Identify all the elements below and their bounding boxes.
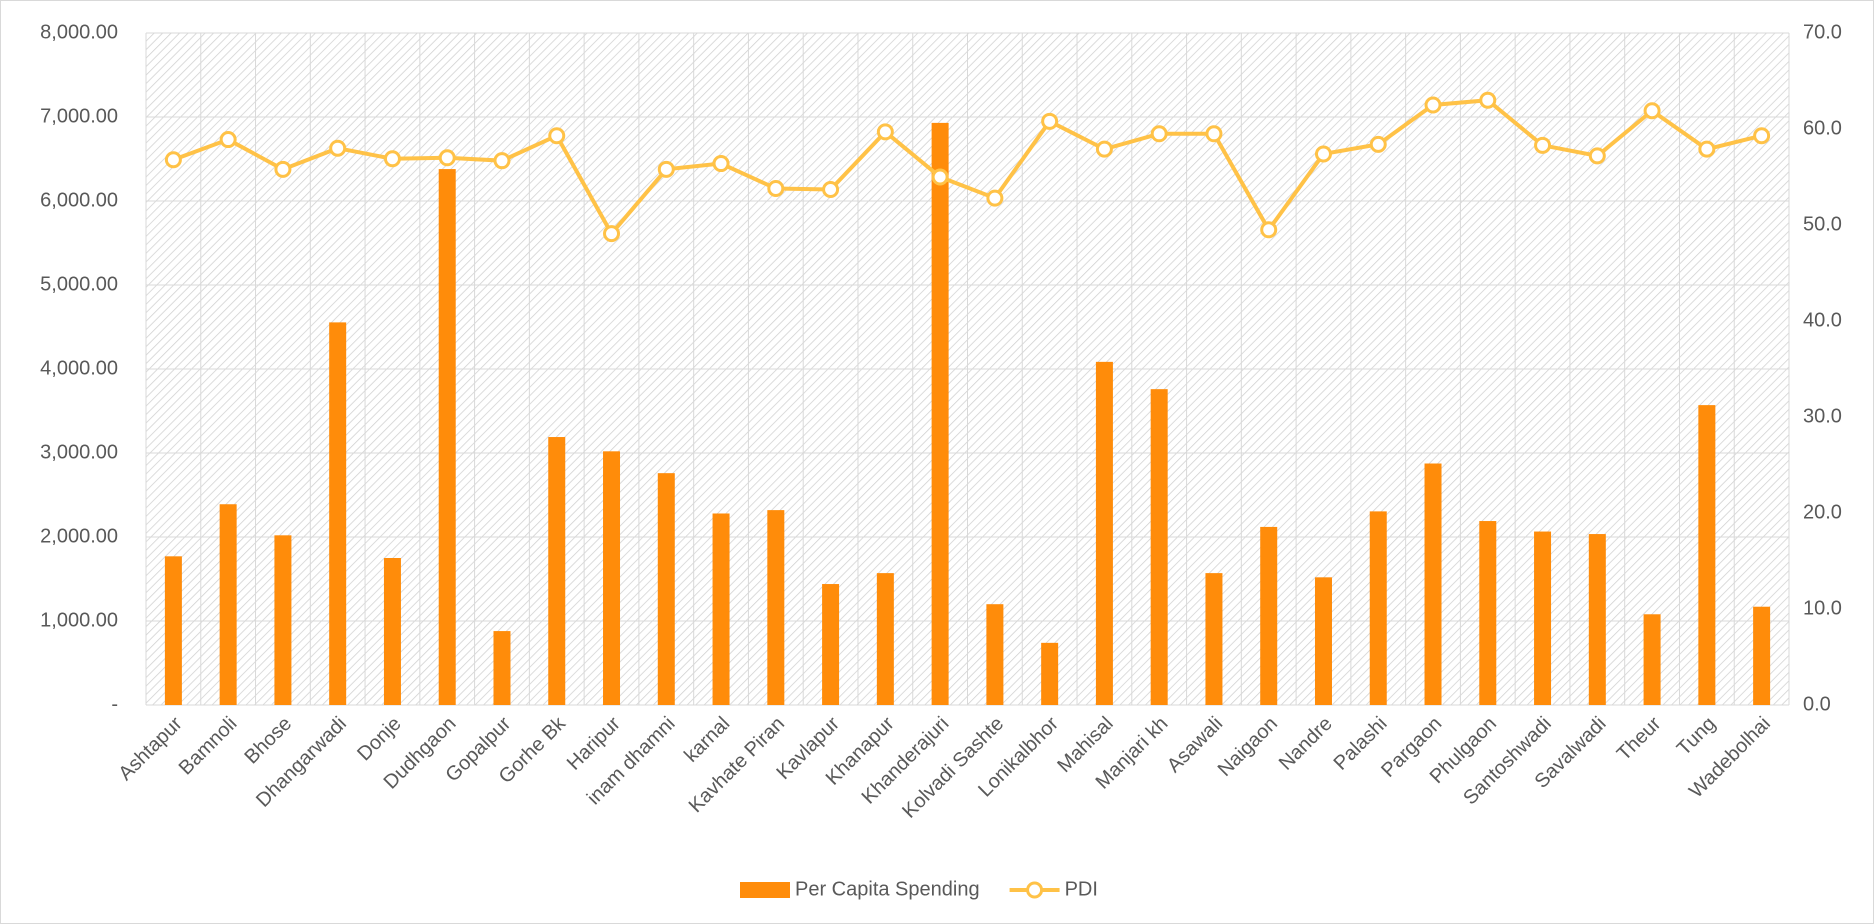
legend-marker xyxy=(1026,881,1044,899)
y-tick-label: 3,000.00 xyxy=(40,441,118,463)
bar xyxy=(1150,389,1168,705)
y-tick-label: - xyxy=(111,693,118,715)
bar xyxy=(1753,606,1771,705)
bar xyxy=(767,510,785,705)
line-marker xyxy=(657,160,675,178)
y2-tick-label: 30.0 xyxy=(1803,405,1842,427)
bar xyxy=(329,322,347,705)
line-marker xyxy=(329,139,347,157)
y2-tick-label: 10.0 xyxy=(1803,597,1842,619)
y2-tick-label: 40.0 xyxy=(1803,309,1842,331)
bar xyxy=(1588,534,1606,705)
bar xyxy=(219,504,237,705)
line-marker xyxy=(438,149,456,167)
line-marker xyxy=(712,155,730,173)
bar xyxy=(931,122,949,705)
line-marker xyxy=(1424,96,1442,114)
line-marker xyxy=(383,150,401,168)
y-tick-label: 6,000.00 xyxy=(40,189,118,211)
bar xyxy=(493,631,511,705)
line-marker xyxy=(1534,136,1552,154)
line-marker xyxy=(1150,125,1168,143)
bar xyxy=(712,513,730,705)
y-tick-label: 7,000.00 xyxy=(40,105,118,127)
bar xyxy=(876,573,894,705)
line-marker xyxy=(219,131,237,149)
bar xyxy=(1424,463,1442,705)
line-marker xyxy=(1041,112,1059,130)
bar xyxy=(274,535,292,705)
line-marker xyxy=(274,160,292,178)
legend-swatch xyxy=(740,882,790,898)
line xyxy=(172,98,1763,238)
bar xyxy=(1643,614,1661,705)
bar xyxy=(438,169,456,705)
y-tick-label: 5,000.00 xyxy=(40,273,118,295)
y2-tick-label: 0.0 xyxy=(1803,693,1831,715)
line-marker xyxy=(767,180,785,198)
bar xyxy=(1095,361,1113,705)
bar xyxy=(1698,405,1716,705)
legend-label: Per Capita Spending xyxy=(795,878,980,900)
y2-tick-label: 20.0 xyxy=(1803,501,1842,523)
bar xyxy=(1205,573,1223,705)
line-marker xyxy=(1095,140,1113,158)
bar xyxy=(1314,577,1332,705)
bar xyxy=(164,556,182,705)
line-marker xyxy=(1643,102,1661,120)
y2-tick-label: 50.0 xyxy=(1803,213,1842,235)
line-marker xyxy=(986,189,1004,207)
line-marker xyxy=(548,127,566,145)
line-marker xyxy=(1260,221,1278,239)
bar xyxy=(986,604,1004,705)
y2-tick-label: 70.0 xyxy=(1803,21,1842,43)
line-marker xyxy=(1314,145,1332,163)
line-marker xyxy=(493,152,511,170)
y-tick-label: 2,000.00 xyxy=(40,525,118,547)
line-marker xyxy=(1369,135,1387,153)
bar xyxy=(548,437,566,705)
y-tick-label: 1,000.00 xyxy=(40,609,118,631)
bar xyxy=(822,584,840,705)
bar xyxy=(1479,521,1497,705)
bar xyxy=(383,558,401,705)
line-marker xyxy=(1753,127,1771,145)
y-tick-label: 4,000.00 xyxy=(40,357,118,379)
line-marker xyxy=(1588,147,1606,165)
bar xyxy=(1534,531,1552,705)
line-marker xyxy=(1205,125,1223,143)
bar xyxy=(1369,511,1387,705)
y2-tick-label: 60.0 xyxy=(1803,117,1842,139)
line-marker xyxy=(931,168,949,186)
line-marker xyxy=(876,123,894,141)
line-marker xyxy=(1698,140,1716,158)
line-marker xyxy=(822,180,840,198)
legend-label: PDI xyxy=(1065,878,1098,900)
line-marker xyxy=(1479,91,1497,109)
bar xyxy=(657,473,675,705)
bar xyxy=(1260,526,1278,705)
line-marker xyxy=(603,225,621,243)
y-tick-label: 8,000.00 xyxy=(40,21,118,43)
bar xyxy=(603,451,621,705)
line-marker xyxy=(164,151,182,169)
bar xyxy=(1041,642,1059,705)
